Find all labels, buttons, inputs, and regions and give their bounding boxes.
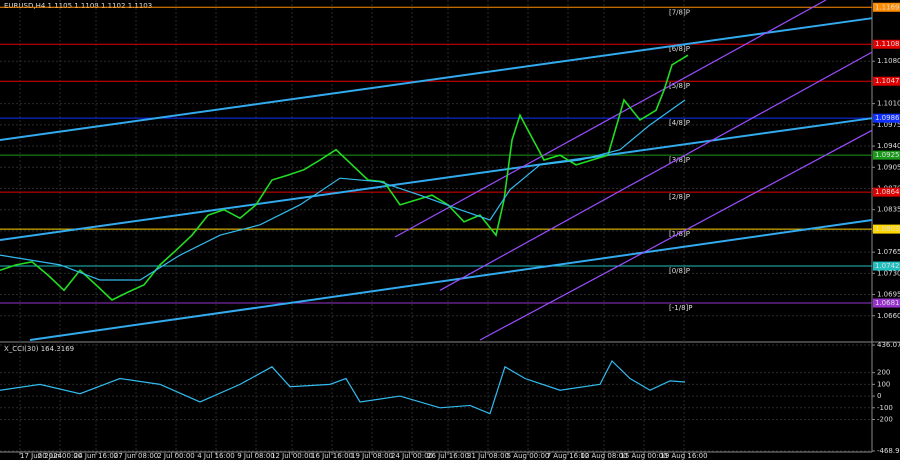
level-price-label: 1.1169 (875, 3, 900, 11)
y-tick-label: 1.0765 (877, 248, 900, 256)
x-tick-label: 15 Aug 00:00 (620, 452, 667, 460)
level-label: [6/8]P (669, 45, 690, 53)
level-price-label: 1.0986 (875, 114, 900, 122)
y-tick-label: 1.0975 (877, 121, 900, 129)
trend-line (0, 17, 873, 141)
y-tick-label: -200 (877, 416, 893, 424)
trend-line (479, 129, 873, 341)
trend-line (0, 117, 873, 241)
level-label: [4/8]P (669, 119, 690, 127)
level-price-label: 1.0681 (875, 299, 900, 307)
trend-line (29, 219, 873, 341)
x-tick-label: 27 Jun 08:00 (114, 452, 158, 460)
x-tick-label: 16 Jul 16:00 (311, 452, 353, 460)
series-line (0, 359, 686, 415)
x-tick-label: 19 Jul 08:00 (351, 452, 393, 460)
level-label: [7/8]P (669, 8, 690, 16)
series-line (0, 54, 689, 301)
x-tick-label: 4 Jul 16:00 (197, 452, 235, 460)
level-label: [0/8]P (669, 267, 690, 275)
level-price-box (873, 76, 900, 86)
trend-line (439, 51, 873, 291)
level-price-box (873, 150, 900, 160)
x-tick-label: 31 Jul 08:00 (467, 452, 509, 460)
level-price-label: 1.0925 (875, 151, 900, 159)
y-tick-label: 1.0695 (877, 291, 900, 299)
y-tick-label: 436.0738 (877, 341, 900, 349)
level-price-label: 1.1108 (875, 40, 900, 48)
level-label: [1/8]P (669, 230, 690, 238)
x-tick-label: 19 Aug 16:00 (660, 452, 707, 460)
y-tick-label: -468.9288 (877, 447, 900, 455)
level-price-box (873, 113, 900, 123)
level-label: [3/8]P (669, 156, 690, 164)
level-price-box (873, 298, 900, 308)
y-tick-label: 1.1010 (877, 100, 900, 108)
y-tick-label: 1.0660 (877, 312, 900, 320)
x-tick-label: 17 Jun 2024 (20, 452, 63, 460)
x-tick-label: 9 Jul 08:00 (237, 452, 275, 460)
x-tick-label: 2 Jul 00:00 (157, 452, 195, 460)
y-tick-label: 200 (877, 369, 890, 377)
x-tick-label: 12 Jul 00:00 (271, 452, 313, 460)
level-price-box (873, 224, 900, 234)
x-tick-label: 20 Jun 00:00 (38, 452, 82, 460)
chart-title: EURUSD,H4 1.1105 1.1108 1.1102 1.1103 (4, 2, 152, 10)
x-tick-label: 5 Aug 00:00 (507, 452, 550, 460)
level-price-label: 1.0742 (875, 262, 900, 270)
y-tick-label: 1.0835 (877, 206, 900, 214)
y-tick-label: 1.0905 (877, 163, 900, 171)
level-price-box (873, 187, 900, 197)
y-tick-label: 1.0730 (877, 269, 900, 277)
y-tick-label: -100 (877, 404, 893, 412)
level-price-label: 1.1047 (875, 77, 900, 85)
level-label: [5/8]P (669, 82, 690, 90)
indicator-title: X_CCI(30) 164.3169 (4, 345, 74, 353)
x-tick-label: 26 Jul 16:00 (427, 452, 469, 460)
y-tick-label: 100 (877, 380, 890, 388)
level-label: [2/8]P (669, 193, 690, 201)
x-tick-label: 24 Jun 16:00 (74, 452, 118, 460)
level-price-box (873, 261, 900, 271)
y-tick-label: 0 (877, 392, 881, 400)
y-tick-label: 1.0940 (877, 142, 900, 150)
level-price-box (873, 39, 900, 49)
y-tick-label: 1.1080 (877, 57, 900, 65)
x-tick-label: 7 Aug 16:00 (547, 452, 590, 460)
level-price-label: 1.0864 (875, 188, 900, 196)
trend-line (394, 0, 827, 238)
x-tick-label: 24 Jul 00:00 (391, 452, 433, 460)
series-line (0, 99, 686, 281)
level-price-label: 1.0803 (875, 225, 900, 233)
level-label: [-1/8]P (669, 304, 692, 312)
x-tick-label: 12 Aug 08:00 (580, 452, 627, 460)
level-price-box (873, 2, 900, 12)
